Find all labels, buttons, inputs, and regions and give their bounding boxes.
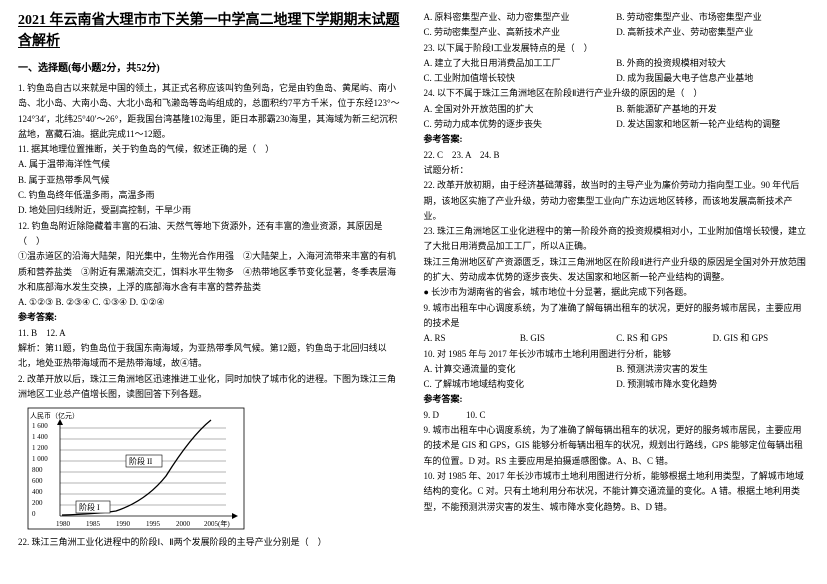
q24-option-d: D. 发达国家和地区新一轮产业结构的调整 xyxy=(616,117,809,132)
q9-options: A. RS B. GIS C. RS 和 GPS D. GIS 和 GPS xyxy=(424,331,810,346)
y-label: 人民币（亿元） xyxy=(30,411,79,420)
industrial-output-chart: 人民币（亿元） 1 600 1 400 1 200 1 000 800 600 … xyxy=(26,406,246,531)
stage2-label: 阶段 II xyxy=(129,456,153,466)
reference-answer-label-2: 参考答案: xyxy=(424,132,810,147)
chart-figure: 人民币（亿元） 1 600 1 400 1 200 1 000 800 600 … xyxy=(26,406,404,531)
chart-border xyxy=(28,408,244,529)
svg-text:2005(年): 2005(年) xyxy=(204,519,230,528)
q22-option-c: C. 劳动密集型产业、高新技术产业 xyxy=(424,25,617,40)
q9-option-a: A. RS xyxy=(424,331,520,346)
y-axis-labels: 人民币（亿元） 1 600 1 400 1 200 1 000 800 600 … xyxy=(30,411,79,518)
left-column: 2021 年云南省大理市市下关第一中学高二地理下学期期末试题含解析 一、选择题(… xyxy=(8,10,414,574)
svg-text:1 200: 1 200 xyxy=(32,444,48,452)
stage1-label: 阶段 I xyxy=(79,502,100,512)
q9-option-b: B. GIS xyxy=(520,331,616,346)
page-title: 2021 年云南省大理市市下关第一中学高二地理下学期期末试题含解析 xyxy=(18,10,404,52)
svg-text:1980: 1980 xyxy=(56,520,71,528)
q9-option-c: C. RS 和 GPS xyxy=(616,331,712,346)
reference-answer-label-3: 参考答案: xyxy=(424,392,810,407)
svg-text:800: 800 xyxy=(32,466,43,474)
q23-options-row2: C. 工业附加值增长较快 D. 成为我国最大电子信息产业基地 xyxy=(424,71,810,86)
q22-options-row1: A. 原料密集型产业、动力密集型产业 B. 劳动密集型产业、市场密集型产业 xyxy=(424,10,810,25)
svg-text:1 600: 1 600 xyxy=(32,422,48,430)
q10-options-row2: C. 了解城市地域结构变化 D. 预测城市降水变化趋势 xyxy=(424,377,810,392)
explanation-10: 10. 对 1985 年、2017 年长沙市城市土地利用图进行分析，能够根据土地… xyxy=(424,469,810,515)
explanation-22: 22. 改革开放初期，由于经济基础薄弱，故当时的主导产业为廉价劳动力指向型工业。… xyxy=(424,178,810,224)
explanation-23: 23. 珠江三角洲地区工业化进程中的第一阶段外商的投资规模相对小，工业附加值增长… xyxy=(424,224,810,255)
answers-1: 11. B 12. A xyxy=(18,326,404,341)
question-23: 23. 以下属于阶段Ⅰ工业发展特点的是（ ） xyxy=(424,41,810,56)
q23-option-d: D. 成为我国最大电子信息产业基地 xyxy=(616,71,809,86)
q10-option-c: C. 了解城市地域结构变化 xyxy=(424,377,617,392)
svg-text:1 000: 1 000 xyxy=(32,455,48,463)
q10-option-d: D. 预测城市降水变化趋势 xyxy=(616,377,809,392)
q23-option-b: B. 外商的投资规模相对较大 xyxy=(616,56,809,71)
section-heading: 一、选择题(每小题2分，共52分) xyxy=(18,60,404,77)
q23-options-row1: A. 建立了大批日用消费品加工工厂 B. 外商的投资规模相对较大 xyxy=(424,56,810,71)
explanation-heading: 试题分析： xyxy=(424,163,810,178)
q24-options-row2: C. 劳动力成本优势的逐步丧失 D. 发达国家和地区新一轮产业结构的调整 xyxy=(424,117,810,132)
answers-2: 22. C 23. A 24. B xyxy=(424,148,810,163)
q10-options-row1: A. 计算交通流量的变化 B. 预测洪涝灾害的发生 xyxy=(424,362,810,377)
q10-option-a: A. 计算交通流量的变化 xyxy=(424,362,617,377)
context-bullet: ● 长沙市为湖南省的省会，城市地位十分显著，据此完成下列各题。 xyxy=(424,285,810,300)
q12-statements: ①温赤道区的沿海大陆架，阳光集中，生物光合作用强 ②大陆架上，入海河流带来丰富的… xyxy=(18,249,404,295)
question-11: 11. 据其地理位置推断，关于钓鱼岛的气候，叙述正确的是（ ） xyxy=(18,142,404,157)
q12-options: A. ①②③ B. ②③④ C. ①③④ D. ①②④ xyxy=(18,295,404,310)
svg-text:0: 0 xyxy=(32,510,36,518)
question-10: 10. 对 1985 年与 2017 年长沙市城市土地利用图进行分析，能够 xyxy=(424,347,810,362)
svg-text:1995: 1995 xyxy=(146,520,161,528)
right-column: A. 原料密集型产业、动力密集型产业 B. 劳动密集型产业、市场密集型产业 C.… xyxy=(414,10,820,574)
q10-option-b: B. 预测洪涝灾害的发生 xyxy=(616,362,809,377)
svg-text:200: 200 xyxy=(32,499,43,507)
q23-option-c: C. 工业附加值增长较快 xyxy=(424,71,617,86)
answers-3: 9. D 10. C xyxy=(424,408,810,423)
svg-text:1 400: 1 400 xyxy=(32,433,48,441)
question-1-stem: 1. 钓鱼岛自古以来就是中国的领土，其正式名称应该叫钓鱼列岛，它是由钓鱼岛、黄尾… xyxy=(18,81,404,142)
question-2-stem: 2. 改革开放以后，珠江三角洲地区迅速推进工业化，同时加快了城市化的进程。下图为… xyxy=(18,372,404,403)
q24-option-c: C. 劳动力成本优势的逐步丧失 xyxy=(424,117,617,132)
question-24: 24. 以下不属于珠江三角洲地区在阶段Ⅱ进行产业升级的原因的是（ ） xyxy=(424,86,810,101)
x-axis-labels: 1980 1985 1990 1995 2000 2005(年) xyxy=(56,519,230,528)
q23-option-a: A. 建立了大批日用消费品加工工厂 xyxy=(424,56,617,71)
q22-option-a: A. 原料密集型产业、动力密集型产业 xyxy=(424,10,617,25)
q24-option-b: B. 新能源矿产基地的开发 xyxy=(616,102,809,117)
q22-option-b: B. 劳动密集型产业、市场密集型产业 xyxy=(616,10,809,25)
svg-text:1985: 1985 xyxy=(86,520,101,528)
svg-text:600: 600 xyxy=(32,477,43,485)
q9-option-d: D. GIS 和 GPS xyxy=(713,331,809,346)
q24-option-a: A. 全国对外开放范围的扩大 xyxy=(424,102,617,117)
svg-text:400: 400 xyxy=(32,488,43,496)
reference-answer-label-1: 参考答案: xyxy=(18,310,404,325)
q24-options-row1: A. 全国对外开放范围的扩大 B. 新能源矿产基地的开发 xyxy=(424,102,810,117)
explanation-24: 珠江三角洲地区矿产资源匮乏，珠江三角洲地区在阶段Ⅱ进行产业升级的原因是全国对外开… xyxy=(424,255,810,286)
q11-option-b: B. 属于亚热带季风气候 xyxy=(18,173,404,188)
q22-options-row2: C. 劳动密集型产业、高新技术产业 D. 高新技术产业、劳动密集型产业 xyxy=(424,25,810,40)
explanation-1: 解析：第11题，钓鱼岛位于我国东南海域，为亚热带季风气候。第12题，钓鱼岛于北回… xyxy=(18,341,404,372)
x-axis-arrow xyxy=(232,513,238,519)
question-22: 22. 珠江三角洲工业化进程中的阶段Ⅰ、Ⅱ两个发展阶段的主导产业分别是（ ） xyxy=(18,535,404,550)
q22-option-d: D. 高新技术产业、劳动密集型产业 xyxy=(616,25,809,40)
q11-option-a: A. 属于温带海洋性气候 xyxy=(18,157,404,172)
q11-option-c: C. 钓鱼岛终年低温多雨，高温多雨 xyxy=(18,188,404,203)
question-12: 12. 钓鱼岛附近除隐藏着丰富的石油、天然气等地下货源外，还有丰富的渔业资源，其… xyxy=(18,219,404,250)
svg-text:2000: 2000 xyxy=(176,520,191,528)
question-9: 9. 城市出租车中心调度系统，为了准确了解每辆出租车的状况，更好的服务城市居民，… xyxy=(424,301,810,332)
q11-option-d: D. 地处回归线附近，受副高控制，干旱少雨 xyxy=(18,203,404,218)
explanation-9: 9. 城市出租车中心调度系统，为了准确了解每辆出租车的状况，更好的服务城市居民，… xyxy=(424,423,810,469)
svg-text:1990: 1990 xyxy=(116,520,131,528)
